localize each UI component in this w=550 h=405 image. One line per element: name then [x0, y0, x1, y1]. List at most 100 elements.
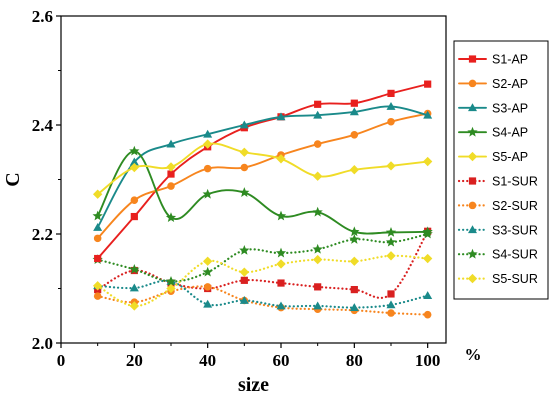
legend-item-s5-ap: S5-AP	[458, 150, 528, 164]
x-axis-title: size	[238, 374, 269, 396]
data-point-s4-sur	[202, 266, 213, 277]
legend-marker-s4-ap	[467, 126, 478, 137]
series-line-s5-sur	[96, 254, 429, 308]
series-line-s5-ap	[96, 142, 429, 196]
data-point-s2-ap	[240, 163, 249, 172]
series-line-s2-ap	[96, 112, 429, 240]
data-point-s5-ap	[276, 154, 286, 164]
legend-label-s5-ap: S5-AP	[492, 150, 528, 164]
legend-item-s5-sur: S5-SUR	[457, 272, 538, 286]
data-point-s4-sur	[129, 264, 140, 274]
data-point-s3-sur	[386, 300, 396, 309]
series-layer	[92, 80, 433, 319]
series-s5-sur	[92, 251, 433, 311]
data-point-s1-ap	[424, 80, 432, 88]
y-axis-title: C	[2, 172, 24, 186]
data-point-s4-sur	[239, 244, 250, 255]
data-point-s4-sur	[349, 234, 360, 244]
legend-marker-s2-ap	[468, 79, 477, 88]
series-s1-sur	[94, 227, 432, 299]
data-point-s5-ap	[349, 165, 360, 175]
data-point-s1-sur	[314, 283, 322, 291]
data-point-s4-ap	[202, 188, 213, 199]
series-s3-ap	[93, 101, 433, 231]
data-point-s1-sur	[350, 285, 358, 294]
data-point-s5-ap	[92, 189, 103, 199]
legend-marker-s5-sur	[467, 273, 478, 284]
legend-marker-s1-sur	[468, 177, 477, 185]
legend-label-s4-ap: S4-AP	[492, 126, 528, 140]
legend-item-s1-sur: S1-SUR	[457, 175, 538, 189]
data-point-s1-ap	[167, 170, 175, 178]
legend: S1-AP S2-AP S3-AP S4-AP S5-AP S1-SUR S2-SUR S3-…	[453, 40, 549, 300]
data-point-s4-ap	[275, 210, 287, 221]
series-s3-sur	[93, 276, 433, 311]
data-point-s5-sur	[276, 259, 286, 269]
data-point-s3-sur	[239, 295, 249, 304]
y-tick-label: 2.4	[32, 116, 54, 135]
data-point-s4-ap	[239, 187, 250, 197]
legend-label-s2-ap: S2-AP	[492, 77, 528, 91]
data-point-s2-ap	[93, 234, 102, 243]
series-s2-ap	[93, 109, 432, 243]
data-point-s3-sur	[423, 291, 433, 299]
legend-marker-s2-sur	[468, 201, 477, 210]
legend-item-s4-ap: S4-AP	[458, 126, 528, 140]
data-point-s5-ap	[239, 147, 250, 157]
data-point-s2-sur	[203, 283, 212, 291]
x-tick-label: 20	[126, 351, 143, 370]
legend-marker-s3-sur	[468, 225, 477, 234]
data-point-s3-sur	[276, 301, 286, 310]
data-point-s3-ap	[129, 157, 139, 166]
data-point-s5-ap	[422, 156, 433, 167]
data-point-s5-sur	[202, 256, 213, 266]
data-point-s2-sur	[93, 292, 102, 300]
data-point-s5-ap	[166, 162, 176, 172]
data-point-s4-ap	[422, 226, 433, 237]
data-point-s1-ap	[387, 89, 395, 97]
data-point-s4-ap	[385, 226, 397, 237]
data-point-s2-ap	[350, 131, 359, 139]
data-point-s4-ap	[92, 210, 103, 221]
legend-item-s1-ap: S1-AP	[458, 53, 528, 67]
data-point-s3-ap	[423, 110, 433, 119]
legend-label-s1-ap: S1-AP	[492, 53, 528, 67]
y-tick-label: 2.6	[32, 7, 53, 26]
legend-label-s4-sur: S4-SUR	[492, 248, 538, 262]
data-point-s2-sur	[387, 309, 395, 317]
data-point-s5-sur	[239, 267, 250, 277]
data-point-s4-sur	[312, 243, 323, 254]
data-point-s5-sur	[386, 251, 396, 261]
series-line-s1-ap	[96, 83, 429, 260]
data-point-s5-ap	[202, 139, 213, 149]
data-point-s2-ap	[167, 182, 175, 190]
data-point-s4-ap	[129, 145, 140, 156]
x-tick-label: 80	[346, 351, 363, 370]
legend-marker-s4-sur	[467, 248, 478, 259]
data-point-s5-sur	[166, 283, 176, 294]
legend-label-s2-sur: S2-SUR	[492, 199, 538, 213]
data-point-s4-sur	[275, 247, 287, 258]
data-point-s1-sur	[277, 279, 285, 287]
data-point-s3-ap	[276, 112, 286, 121]
data-point-s5-ap	[386, 161, 396, 171]
data-point-s3-ap	[93, 222, 103, 231]
data-point-s4-ap	[312, 206, 323, 217]
data-point-s2-sur	[423, 310, 432, 319]
data-point-s3-ap	[203, 129, 213, 138]
data-point-s3-ap	[386, 101, 396, 110]
data-point-s2-ap	[313, 140, 322, 148]
data-point-s2-ap	[130, 196, 139, 204]
x-tick-label: 100	[415, 351, 441, 370]
y-tick-label: 2.0	[32, 334, 53, 353]
y-tick-label: 2.2	[32, 225, 53, 244]
x-tick-label: 0	[57, 351, 66, 370]
legend-label-s1-sur: S1-SUR	[492, 175, 538, 189]
series-s5-ap	[92, 139, 433, 199]
data-point-s4-ap	[349, 226, 360, 237]
legend-item-s2-sur: S2-SUR	[457, 199, 538, 213]
legend-item-s2-ap: S2-AP	[458, 77, 528, 91]
axes: 0 20 40 60 80 100 % 2.0 2.2 2.4 2.6 size C	[2, 7, 482, 396]
data-point-s1-ap	[130, 212, 138, 221]
